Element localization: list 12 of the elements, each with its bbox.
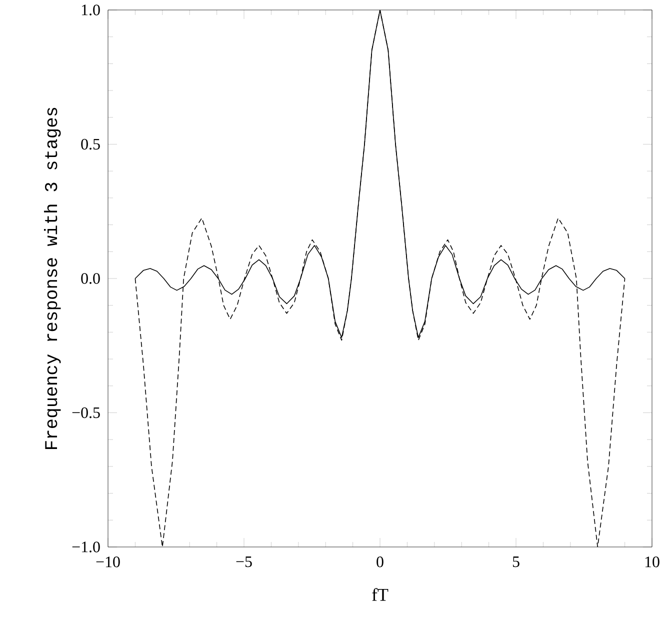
y-axis-title: Frequency response with 3 stages: [44, 108, 61, 449]
x-axis-title: fT: [372, 588, 388, 601]
y-tick-label: −0.5: [72, 407, 100, 418]
x-tick-label: 10: [645, 556, 660, 568]
y-tick-label: 1.0: [82, 4, 100, 16]
y-tick-label: −1.0: [72, 542, 100, 552]
y-tick-label: 0.5: [81, 138, 100, 150]
y-tick-label: 0.0: [81, 273, 100, 284]
x-tick-label: −5: [236, 556, 252, 568]
x-tick-label: 0: [376, 556, 384, 568]
x-tick-label: 5: [512, 556, 520, 568]
x-tick-label: −10: [96, 556, 120, 568]
